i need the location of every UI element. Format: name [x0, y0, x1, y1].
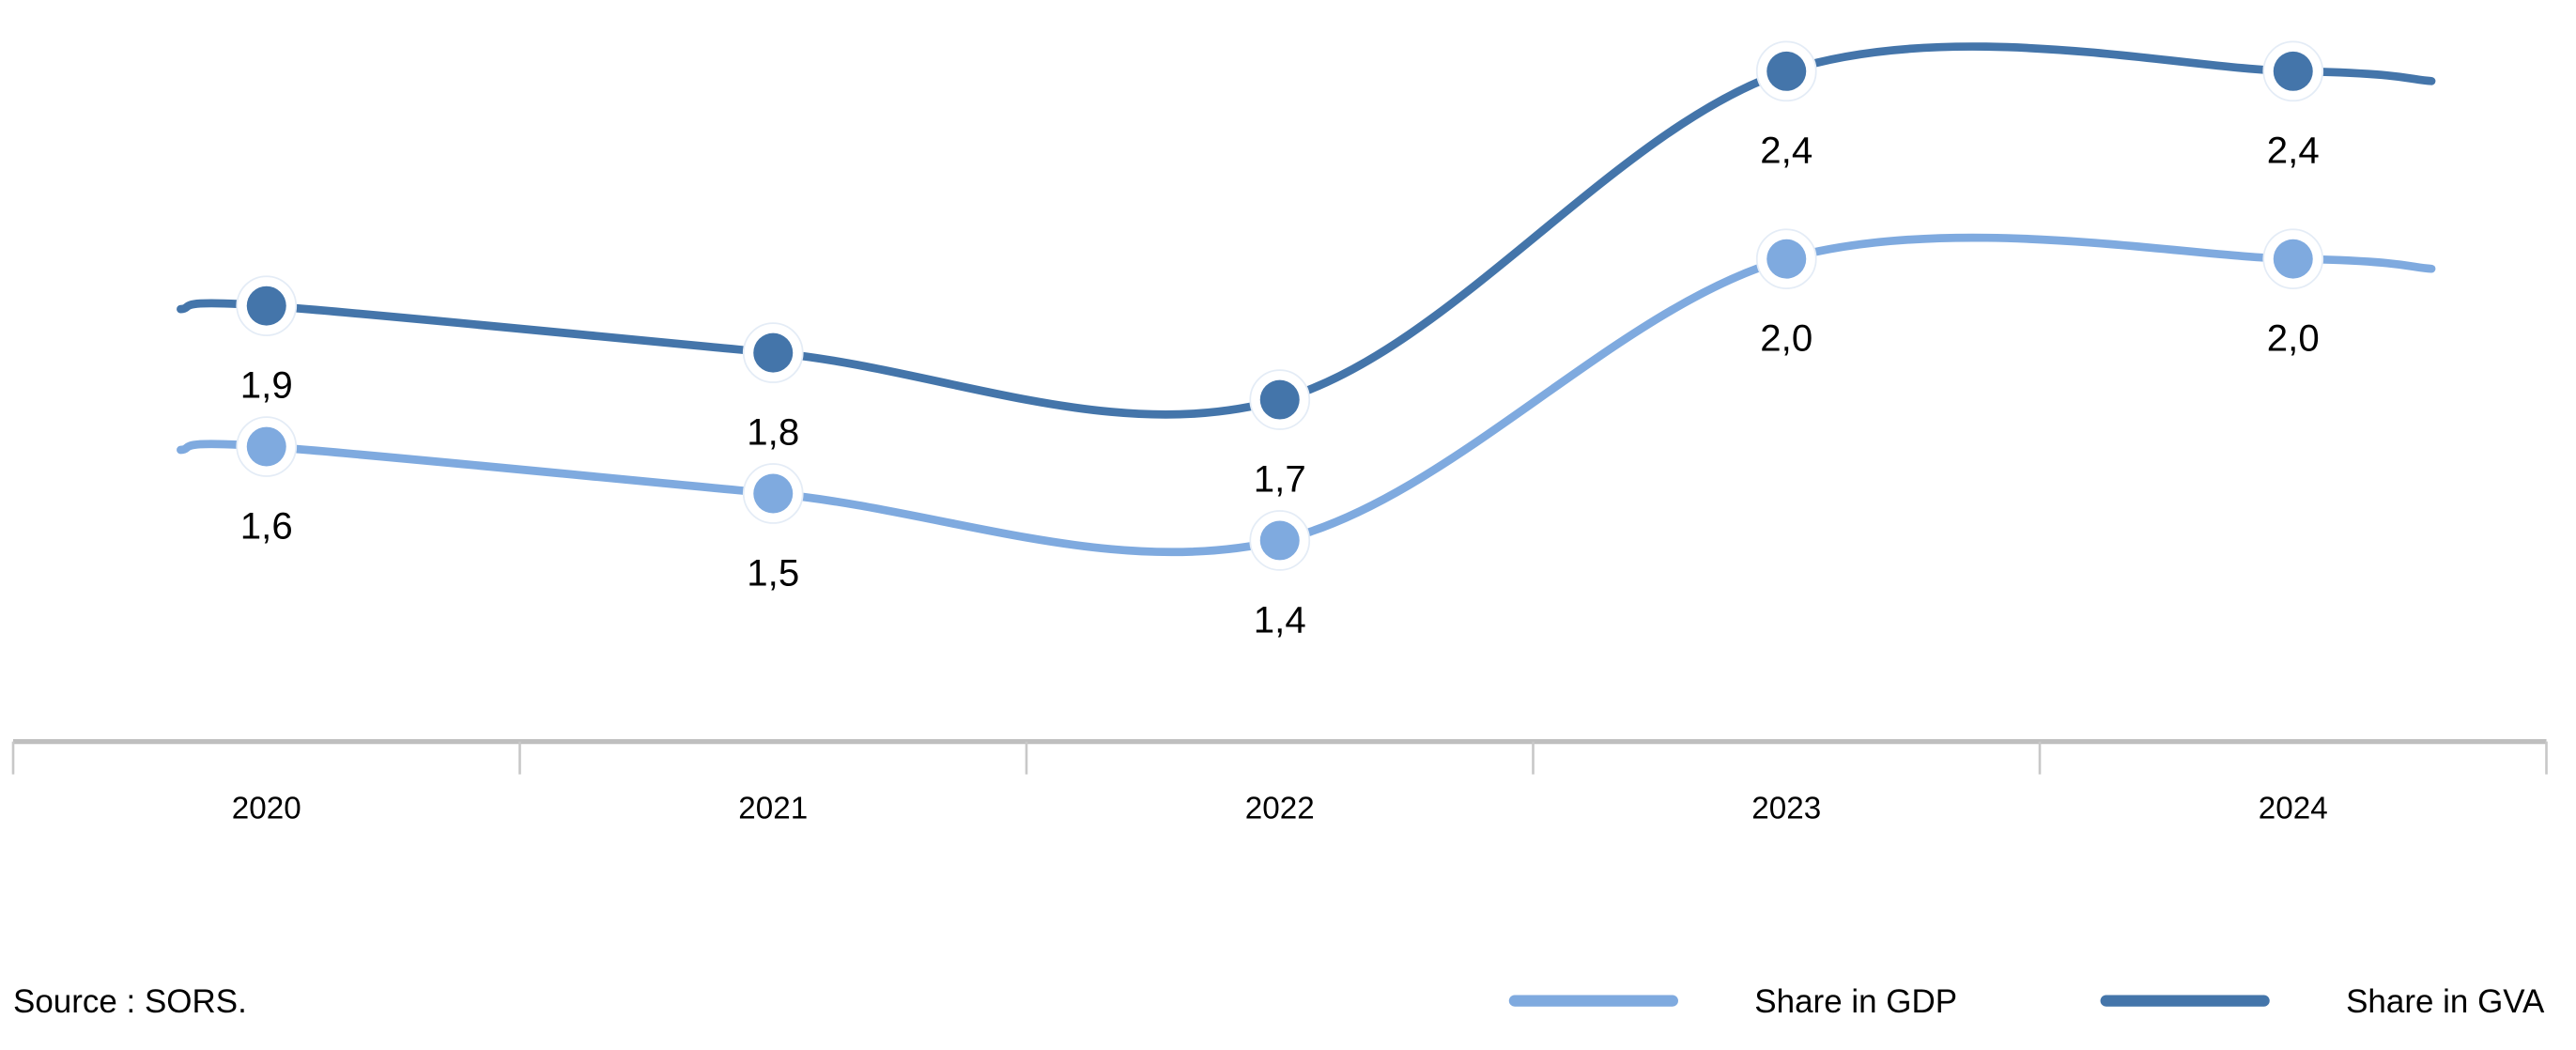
legend-label: Share in GVA	[2346, 983, 2545, 1020]
data-label: 2,4	[2267, 130, 2320, 172]
x-axis: 2020 2021 2022 2023 2024	[11, 738, 2548, 826]
data-point	[1766, 51, 1807, 91]
data-point	[1259, 379, 1300, 420]
x-tick-label: 2020	[232, 792, 301, 826]
source-note: Source : SORS.	[13, 983, 247, 1020]
data-label: 2,0	[2267, 317, 2320, 360]
legend: Share in GDP Share in GVA	[1508, 983, 2545, 1020]
data-point	[2273, 239, 2313, 279]
series-layer: 1,6 1,5 1,4 2,0 2,0 1,9 1,8 1,7 2,4 2,4	[177, 40, 2436, 641]
data-label: 1,9	[240, 364, 293, 407]
data-point	[1259, 520, 1300, 561]
data-label: 1,5	[747, 551, 799, 594]
x-tick-label: 2023	[1751, 792, 1821, 826]
x-tick-label: 2022	[1245, 792, 1315, 826]
data-label: 1,7	[1254, 457, 1306, 500]
data-label: 1,8	[747, 410, 799, 453]
data-point	[246, 426, 286, 467]
data-point	[246, 286, 286, 326]
data-label: 1,6	[240, 504, 293, 547]
data-label: 1,4	[1254, 598, 1306, 641]
data-point	[753, 473, 794, 514]
data-point	[2273, 51, 2313, 91]
x-tick-label: 2021	[738, 792, 808, 826]
data-point	[753, 332, 794, 373]
data-label: 2,4	[1760, 130, 1812, 172]
legend-label: Share in GDP	[1754, 983, 1957, 1020]
series-line-1	[177, 42, 2436, 419]
data-label: 2,0	[1760, 317, 1812, 360]
data-point	[1766, 239, 1807, 279]
x-tick-label: 2024	[2259, 792, 2328, 826]
